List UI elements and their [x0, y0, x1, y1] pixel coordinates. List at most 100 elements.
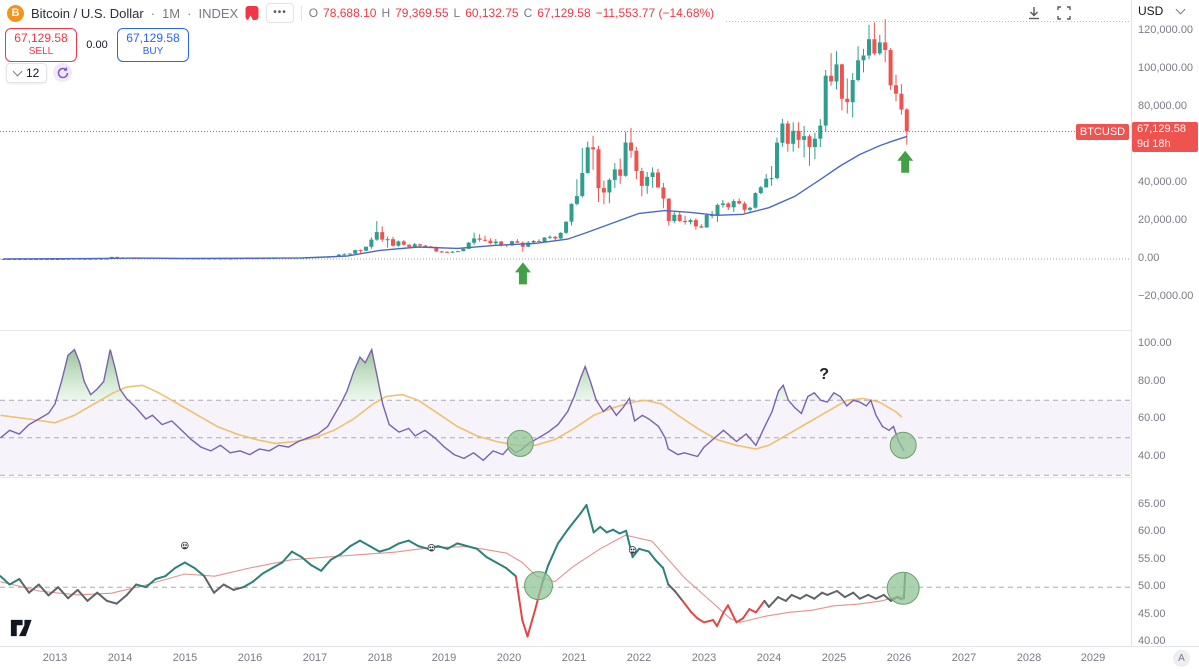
- osc-line-segment: [754, 599, 766, 614]
- candle-body: [569, 203, 574, 222]
- osc-line-segment: [251, 572, 264, 583]
- time-axis[interactable]: 2013 2014 2015 2016 2017 2018 2019 2020 2021 2022…: [0, 646, 1199, 669]
- candle-body: [364, 246, 368, 251]
- time-axis-label: 2015: [172, 652, 198, 664]
- open-value: 78,688.10: [323, 6, 377, 20]
- close-value: 67,129.58: [537, 6, 591, 20]
- osc-line-segment: [612, 528, 621, 535]
- candle-body: [769, 178, 774, 180]
- main-price-pane[interactable]: [0, 0, 1131, 330]
- rsi-overbought-fill: [342, 349, 382, 401]
- time-axis-label: 2026: [886, 652, 912, 664]
- osc-line-segment: [767, 596, 779, 608]
- osc-line-segment: [290, 550, 303, 559]
- rsi-ma-line: [0, 384, 903, 450]
- osc-line-segment: [667, 583, 676, 592]
- osc-line-segment: [696, 617, 705, 624]
- candle-body: [666, 198, 671, 221]
- candle-body: [88, 258, 93, 260]
- osc-line-segment: [521, 619, 529, 638]
- candle-body: [818, 125, 823, 139]
- rsi-overbought-fill: [806, 392, 821, 401]
- candle-body: [645, 176, 650, 186]
- more-options-button[interactable]: •••: [266, 3, 294, 23]
- osc-line-segment: [566, 520, 576, 531]
- interval-label[interactable]: 1M: [162, 5, 181, 21]
- pane-separator[interactable]: [0, 330, 1199, 331]
- auto-scale-button[interactable]: A: [1173, 650, 1190, 667]
- fullscreen-button[interactable]: [1053, 3, 1075, 23]
- price-axis[interactable]: 120,000.00 100,000.00 80,000.00 40,000.00 20…: [1131, 0, 1199, 647]
- candle-body: [223, 258, 228, 260]
- bar-countdown: 9d 18h: [1137, 138, 1171, 150]
- tradingview-logo[interactable]: [10, 619, 36, 644]
- candle-body: [439, 251, 444, 253]
- candle-body: [731, 201, 736, 208]
- osc-line-segment: [271, 561, 284, 569]
- candle-body: [526, 242, 531, 247]
- candle-body: [872, 39, 877, 54]
- osc-line-segment: [86, 591, 99, 602]
- price-axis-label: 60.00: [1138, 525, 1166, 537]
- candle-body: [39, 259, 44, 260]
- time-axis-label: 2025: [821, 652, 847, 664]
- osc-line-segment: [329, 553, 342, 561]
- current-price-value: 67,129.58: [1137, 123, 1186, 135]
- osc-line-segment: [495, 561, 508, 569]
- price-axis-label: 100.00: [1138, 337, 1172, 349]
- osc-line-segment: [852, 591, 861, 600]
- symbol-title[interactable]: Bitcoin / U.S. Dollar: [31, 5, 144, 21]
- candle-body: [423, 245, 428, 247]
- rsi-overbought-fill: [828, 392, 843, 401]
- pane-separator[interactable]: [0, 477, 1199, 478]
- open-label: O: [308, 6, 319, 20]
- candle-body: [347, 253, 352, 255]
- buy-button[interactable]: 67,129.58 BUY: [117, 28, 189, 62]
- osc-line-segment: [349, 539, 361, 548]
- price-axis-label: 50.00: [1138, 580, 1166, 592]
- sell-button[interactable]: 67,129.58 SELL: [5, 28, 77, 62]
- candle-body: [542, 237, 547, 242]
- candle-body: [688, 220, 693, 223]
- candle-body: [883, 42, 888, 50]
- candle-body: [758, 187, 763, 194]
- price-ma-line: [3, 135, 908, 260]
- rsi-circle-marker: [506, 429, 534, 457]
- candle-body: [715, 204, 720, 215]
- candle-body: [650, 172, 655, 177]
- time-axis-label: 2023: [691, 652, 717, 664]
- osc-line-segment: [96, 591, 108, 602]
- skull-marker: [427, 543, 436, 552]
- candle-body: [445, 251, 450, 253]
- candle-body: [218, 258, 222, 260]
- time-axis-label: 2013: [42, 652, 68, 664]
- osc-line-segment: [378, 547, 391, 553]
- osc-line-segment: [57, 586, 69, 600]
- osc-line-segment: [261, 567, 274, 575]
- refresh-button[interactable]: [53, 63, 72, 82]
- osc-line-segment: [18, 578, 30, 594]
- osc-line-segment: [712, 619, 718, 628]
- candle-body: [672, 214, 677, 222]
- candle-body: [791, 130, 796, 144]
- osc-line-segment: [407, 539, 420, 548]
- rsi-indicator-pane[interactable]: ?: [0, 330, 1131, 478]
- osc-line-segment: [735, 617, 744, 624]
- candle-body: [396, 241, 401, 246]
- price-axis-label: 40,000.00: [1138, 176, 1187, 188]
- change-value: −11,553.77 (−14.68%): [595, 6, 715, 20]
- download-button[interactable]: [1023, 3, 1045, 23]
- osc-line-segment: [605, 528, 615, 534]
- bar-count-dropdown[interactable]: 12: [6, 63, 48, 83]
- osc-line-segment: [144, 578, 157, 589]
- candle-body: [807, 136, 812, 147]
- candle-body: [391, 239, 395, 246]
- osc-line-segment: [813, 591, 824, 600]
- price-axis-label: 55.00: [1138, 553, 1166, 565]
- currency-dropdown[interactable]: USD: [1138, 4, 1186, 18]
- header-actions: [1023, 3, 1075, 23]
- osc-line-segment: [805, 593, 816, 600]
- oscillator-indicator-pane[interactable]: [0, 478, 1131, 646]
- osc-line-segment: [398, 539, 410, 545]
- flag-icon[interactable]: [245, 5, 259, 21]
